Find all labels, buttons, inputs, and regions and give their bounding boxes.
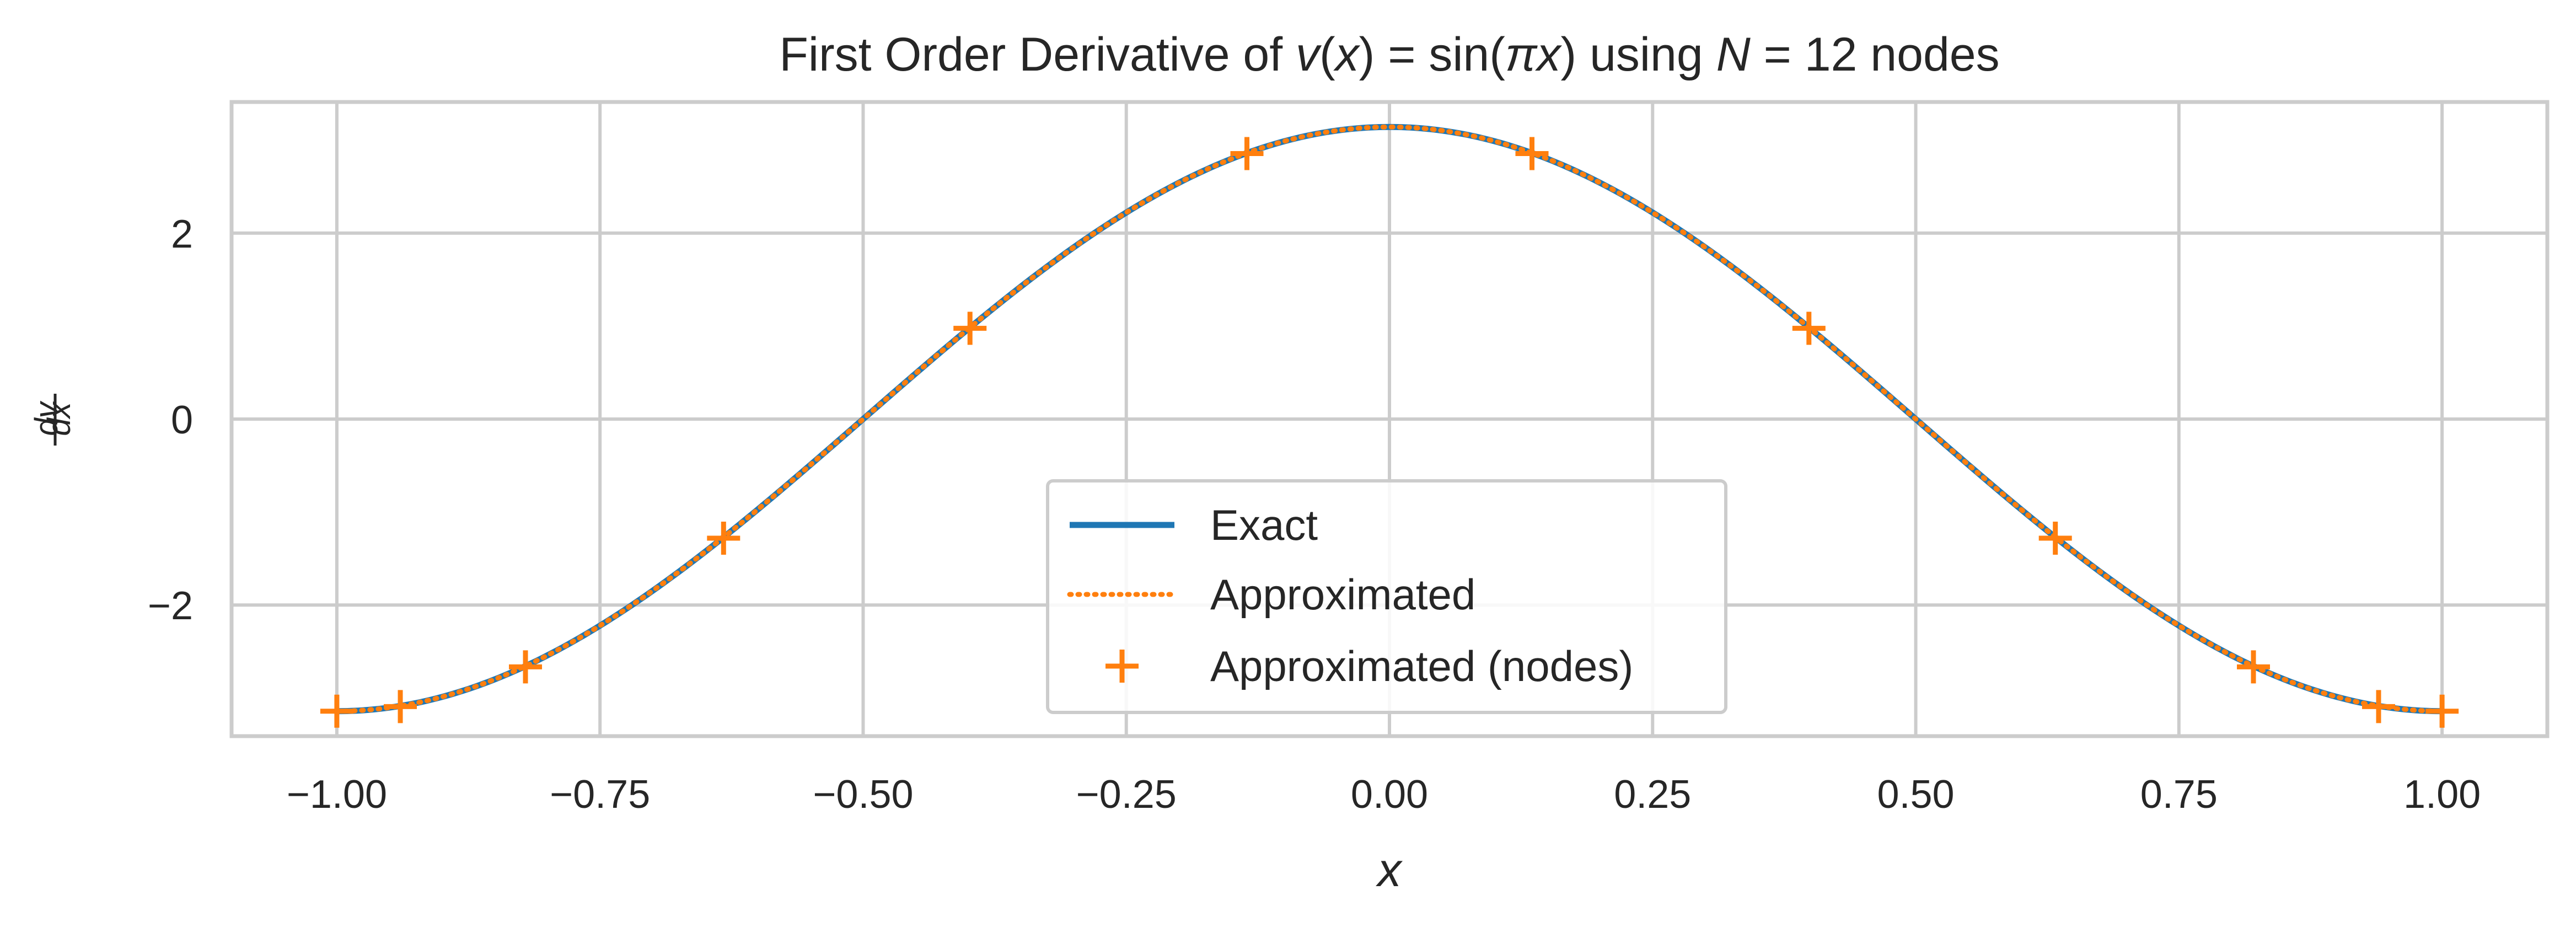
x-tick-label: 0.50: [1877, 773, 1954, 817]
x-tick-label: −0.75: [550, 773, 650, 817]
legend-item: Approximated: [1067, 570, 1475, 619]
node-marker: [2236, 650, 2270, 684]
node-marker: [384, 690, 417, 723]
y-tick-label: −2: [148, 584, 193, 628]
x-tick-label: 0.00: [1351, 773, 1428, 817]
node-marker: [1792, 312, 1826, 345]
y-tick-label: 0: [171, 398, 193, 442]
node-marker: [2362, 690, 2395, 723]
plot-area: [320, 124, 2459, 728]
node-marker: [953, 312, 987, 345]
y-tick-label: 2: [171, 212, 193, 256]
x-tick-label: −0.25: [1076, 773, 1177, 817]
chart-title: First Order Derivative of v(x) = sin(πx)…: [779, 28, 1999, 81]
node-marker: [1230, 137, 1264, 170]
legend-item: Approximated (nodes): [1105, 642, 1633, 690]
x-tick-label: −0.50: [813, 773, 913, 817]
legend-item: Exact: [1070, 501, 1318, 549]
node-marker: [509, 650, 543, 684]
tick-labels: −1.00 −0.75 −0.50 −0.25 0.00 0.25 0.50 0.75 1.00…: [148, 212, 2481, 817]
plot-frame: [229, 100, 2550, 738]
x-tick-label: 0.25: [1614, 773, 1691, 817]
x-axis-label: x: [1376, 844, 1403, 897]
legend-frame: [1046, 479, 1727, 714]
y-axis-label: dv dx: [29, 394, 77, 446]
node-marker: [2425, 694, 2459, 728]
node-marker: [707, 521, 740, 555]
node-marker: [1515, 137, 1549, 170]
node-marker: [320, 694, 353, 728]
x-tick-label: 1.00: [2403, 773, 2481, 817]
node-marker: [2038, 521, 2072, 555]
legend-label: Approximated (nodes): [1210, 642, 1633, 690]
legend-label: Exact: [1210, 501, 1318, 549]
legend-swatch-plus: [1105, 650, 1139, 683]
x-tick-label: −1.00: [287, 773, 387, 817]
y-axis-label-numerator: dv: [29, 400, 65, 436]
y-axis-label-denominator: dx: [41, 401, 77, 436]
series-approximated-line: [334, 124, 2445, 714]
legend: Exact Approximated Approximated (nodes): [1046, 479, 1727, 714]
x-tick-label: 0.75: [2140, 773, 2218, 817]
legend-label: Approximated: [1210, 570, 1475, 619]
